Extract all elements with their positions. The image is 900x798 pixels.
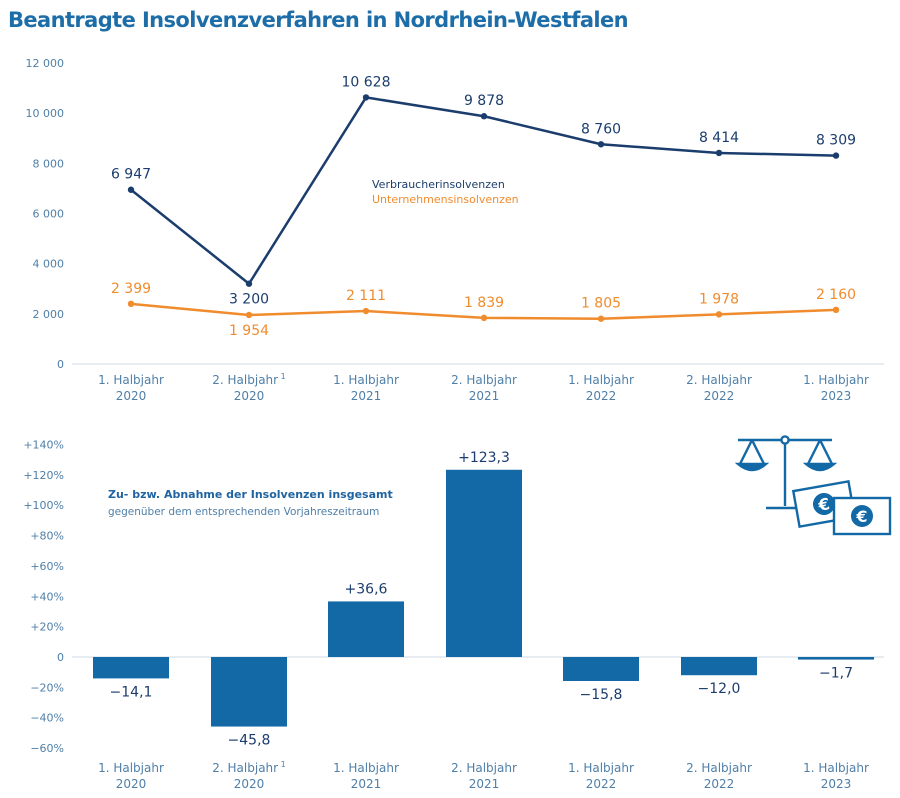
euro-icon: €: [816, 494, 831, 515]
euro-icon: €: [855, 507, 867, 526]
bar: [563, 657, 639, 681]
legend-verbraucherinsolvenzen: Verbraucherinsolvenzen: [372, 178, 505, 191]
bar-y-tick-label: −40%: [30, 712, 64, 725]
data-label: 8 309: [816, 133, 856, 149]
bar-y-tick-label: −20%: [30, 681, 64, 694]
bar-x-tick-label: 1. Halbjahr: [333, 761, 399, 775]
bar-data-label: −14,1: [110, 684, 153, 700]
bar: [446, 469, 522, 657]
bar-data-label: +123,3: [458, 450, 510, 466]
bar-x-tick-label: 2020: [234, 777, 265, 791]
bar-x-tick-label: 2. Halbjahr 1: [212, 760, 285, 775]
data-point: [832, 306, 840, 314]
line-x-tick-label: 1. Halbjahr: [98, 373, 164, 387]
data-label: 1 805: [581, 296, 621, 312]
line-x-tick-label: 1. Halbjahr: [568, 373, 634, 387]
line-x-tick-label: 2022: [586, 389, 617, 403]
data-point: [715, 149, 723, 157]
data-label: 1 978: [699, 291, 739, 307]
bar-x-tick-label: 2020: [116, 777, 147, 791]
scales-with-euro-notes-icon: [734, 435, 892, 536]
bar: [798, 657, 874, 660]
bar-x-tick-label: 2021: [351, 777, 382, 791]
data-point: [245, 280, 253, 287]
line-y-tick-label: 0: [57, 358, 64, 371]
bar-x-tick-label: 2023: [821, 777, 852, 791]
bar: [93, 657, 169, 679]
line-y-tick-label: 8 000: [33, 157, 65, 170]
data-point: [715, 311, 723, 318]
line-y-tick-label: 4 000: [33, 258, 65, 271]
bar-data-label: −12,0: [698, 681, 741, 697]
data-label: 2 399: [111, 281, 151, 297]
data-label: 3 200: [229, 292, 269, 308]
data-label: 1 839: [464, 295, 504, 311]
bar-y-tick-label: +140%: [23, 438, 64, 451]
line-x-tick-label: 1. Halbjahr: [333, 373, 399, 387]
data-point: [362, 94, 370, 101]
bar-y-tick-label: −60%: [30, 742, 64, 755]
line-y-tick-label: 2 000: [33, 308, 65, 321]
bar-x-tick-label: 1. Halbjahr: [98, 761, 164, 775]
bar-x-tick-label: 2022: [704, 777, 735, 791]
line-x-tick-label: 2021: [469, 389, 500, 403]
data-point: [127, 300, 135, 308]
line-x-tick-label: 2. Halbjahr: [686, 373, 752, 387]
line-x-tick-label: 2020: [234, 389, 265, 403]
bar-data-label: −1,7: [819, 666, 853, 682]
line-x-tick-label: 1. Halbjahr: [803, 373, 869, 387]
data-point: [597, 315, 605, 322]
data-point: [480, 314, 488, 322]
data-point: [480, 113, 488, 120]
bar-data-label: −45,8: [228, 733, 271, 749]
data-label: 8 760: [581, 121, 621, 137]
bar-y-tick-label: +60%: [30, 560, 64, 573]
data-label: 2 111: [346, 288, 386, 304]
line-x-tick-label: 2022: [704, 389, 735, 403]
bar-chart-title: Zu- bzw. Abnahme der Insolvenzen insgesa…: [108, 488, 393, 501]
page-title: Beantragte Insolvenzverfahren in Nordrhe…: [8, 8, 629, 32]
bar-x-tick-label: 2. Halbjahr: [451, 761, 517, 775]
line-x-tick-label: 2. Halbjahr 1: [212, 372, 285, 387]
line-y-tick-label: 10 000: [26, 107, 65, 120]
line-y-tick-label: 12 000: [26, 57, 65, 70]
bar-y-tick-label: +100%: [23, 499, 64, 512]
bar-x-tick-label: 2022: [586, 777, 617, 791]
bar-y-tick-label: +120%: [23, 469, 64, 482]
line-x-tick-label: 2021: [351, 389, 382, 403]
data-point: [127, 186, 135, 193]
bar-data-label: −15,8: [580, 687, 623, 703]
data-point: [245, 311, 253, 319]
line-x-tick-label: 2. Halbjahr: [451, 373, 517, 387]
bar-y-tick-label: +20%: [30, 621, 64, 634]
bar: [328, 601, 404, 657]
bar-y-tick-label: +80%: [30, 530, 64, 543]
bar-chart-subtitle: gegenüber dem entsprechenden Vorjahresze…: [108, 506, 379, 518]
bar-x-tick-label: 1. Halbjahr: [568, 761, 634, 775]
data-point: [832, 152, 840, 159]
data-point: [362, 307, 370, 315]
data-label: 9 878: [464, 93, 504, 109]
data-label: 10 628: [342, 74, 391, 90]
bar-data-label: +36,6: [345, 581, 388, 597]
data-label: 8 414: [699, 130, 739, 146]
line-x-tick-label: 2020: [116, 389, 147, 403]
data-label: 2 160: [816, 287, 856, 303]
bar-y-tick-label: +40%: [30, 590, 64, 603]
bar: [211, 657, 287, 727]
legend-unternehmensinsolvenzen: Unternehmensinsolvenzen: [372, 193, 519, 206]
data-label: 6 947: [111, 167, 151, 183]
bar-y-tick-label: 0: [57, 651, 64, 664]
bar-x-tick-label: 2021: [469, 777, 500, 791]
data-point: [597, 141, 605, 148]
line-x-tick-label: 2023: [821, 389, 852, 403]
bar-x-tick-label: 2. Halbjahr: [686, 761, 752, 775]
bar: [681, 657, 757, 676]
bar-x-tick-label: 1. Halbjahr: [803, 761, 869, 775]
line-y-tick-label: 6 000: [33, 208, 65, 221]
data-label: 1 954: [229, 323, 269, 339]
